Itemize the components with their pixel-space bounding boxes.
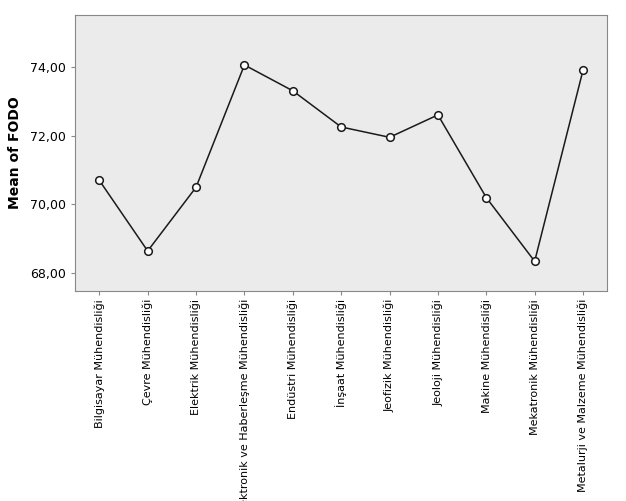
Y-axis label: Mean of FODO: Mean of FODO [8, 96, 22, 209]
